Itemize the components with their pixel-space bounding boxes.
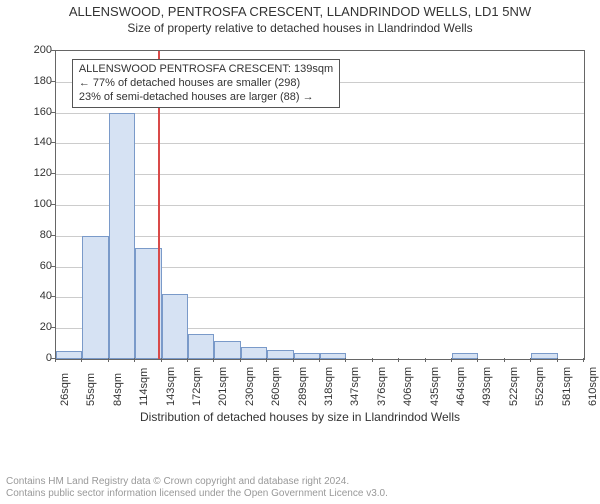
xtick-label: 26sqm — [59, 373, 71, 406]
xtick-label: 435sqm — [429, 367, 441, 406]
xtick-label: 114sqm — [138, 368, 150, 406]
x-axis-label: Distribution of detached houses by size … — [0, 410, 600, 424]
annotation-line3: 23% of semi-detached houses are larger (… — [79, 91, 333, 105]
gridline — [56, 113, 584, 114]
xtick-mark — [451, 358, 452, 362]
chart-title-sub: Size of property relative to detached ho… — [0, 21, 600, 35]
xtick-mark — [398, 358, 399, 362]
xtick-mark — [161, 358, 162, 362]
xtick-mark — [187, 358, 188, 362]
xtick-mark — [266, 358, 267, 362]
ytick-label: 200 — [22, 44, 52, 56]
ytick-label: 40 — [22, 290, 52, 302]
xtick-mark — [55, 358, 56, 362]
footer-line1: Contains HM Land Registry data © Crown c… — [6, 476, 388, 488]
ytick-label: 80 — [22, 229, 52, 241]
footer-line2: Contains public sector information licen… — [6, 488, 388, 500]
histogram-bar — [452, 353, 478, 359]
histogram-bar — [214, 341, 240, 359]
xtick-label: 172sqm — [191, 367, 203, 406]
xtick-label: 406sqm — [402, 367, 414, 406]
ytick-mark — [51, 50, 55, 51]
xtick-mark — [557, 358, 558, 362]
ytick-label: 160 — [22, 106, 52, 118]
histogram-bar — [82, 236, 108, 359]
xtick-label: 201sqm — [217, 367, 229, 406]
xtick-label: 347sqm — [349, 367, 361, 406]
xtick-mark — [425, 358, 426, 362]
xtick-label: 610sqm — [587, 367, 599, 406]
xtick-label: 289sqm — [297, 367, 309, 406]
gridline — [56, 236, 584, 237]
xtick-label: 318sqm — [323, 367, 335, 406]
chart-area: Number of detached properties ALLENSWOOD… — [0, 42, 600, 437]
ytick-label: 140 — [22, 136, 52, 148]
copyright-footer: Contains HM Land Registry data © Crown c… — [6, 476, 388, 500]
annotation-box: ALLENSWOOD PENTROSFA CRESCENT: 139sqm← 7… — [72, 59, 340, 108]
histogram-bar — [109, 113, 135, 359]
ytick-label: 120 — [22, 167, 52, 179]
ytick-label: 180 — [22, 75, 52, 87]
histogram-bar — [267, 350, 293, 359]
xtick-label: 376sqm — [376, 367, 388, 406]
xtick-label: 581sqm — [561, 367, 573, 406]
ytick-label: 100 — [22, 198, 52, 210]
histogram-bar — [56, 351, 82, 359]
xtick-mark — [81, 358, 82, 362]
ytick-label: 0 — [22, 352, 52, 364]
gridline — [56, 143, 584, 144]
xtick-mark — [134, 358, 135, 362]
xtick-label: 143sqm — [165, 367, 177, 406]
ytick-mark — [51, 173, 55, 174]
ytick-mark — [51, 296, 55, 297]
xtick-mark — [293, 358, 294, 362]
xtick-label: 464sqm — [455, 367, 467, 406]
chart-title-main: ALLENSWOOD, PENTROSFA CRESCENT, LLANDRIN… — [0, 4, 600, 19]
histogram-bar — [294, 353, 320, 359]
xtick-mark — [477, 358, 478, 362]
xtick-mark — [108, 358, 109, 362]
histogram-bar — [531, 353, 557, 359]
xtick-label: 522sqm — [508, 367, 520, 406]
xtick-mark — [213, 358, 214, 362]
gridline — [56, 205, 584, 206]
ytick-mark — [51, 266, 55, 267]
xtick-label: 55sqm — [85, 373, 97, 406]
histogram-bar — [188, 334, 214, 359]
ytick-mark — [51, 327, 55, 328]
histogram-bar — [162, 294, 188, 359]
ytick-mark — [51, 235, 55, 236]
xtick-mark — [504, 358, 505, 362]
xtick-label: 84sqm — [112, 373, 124, 406]
ytick-mark — [51, 112, 55, 113]
annotation-line1: ALLENSWOOD PENTROSFA CRESCENT: 139sqm — [79, 63, 333, 77]
ytick-label: 20 — [22, 321, 52, 333]
xtick-label: 260sqm — [270, 367, 282, 406]
xtick-mark — [345, 358, 346, 362]
histogram-bar — [241, 347, 267, 359]
xtick-label: 493sqm — [481, 367, 493, 406]
xtick-mark — [319, 358, 320, 362]
xtick-mark — [372, 358, 373, 362]
histogram-bar — [320, 353, 346, 359]
ytick-mark — [51, 81, 55, 82]
gridline — [56, 174, 584, 175]
plot-region: ALLENSWOOD PENTROSFA CRESCENT: 139sqm← 7… — [55, 50, 585, 360]
xtick-label: 230sqm — [244, 367, 256, 406]
xtick-mark — [583, 358, 584, 362]
xtick-mark — [530, 358, 531, 362]
xtick-mark — [240, 358, 241, 362]
annotation-line2: ← 77% of detached houses are smaller (29… — [79, 77, 333, 91]
ytick-label: 60 — [22, 260, 52, 272]
xtick-label: 552sqm — [534, 367, 546, 406]
ytick-mark — [51, 142, 55, 143]
ytick-mark — [51, 204, 55, 205]
